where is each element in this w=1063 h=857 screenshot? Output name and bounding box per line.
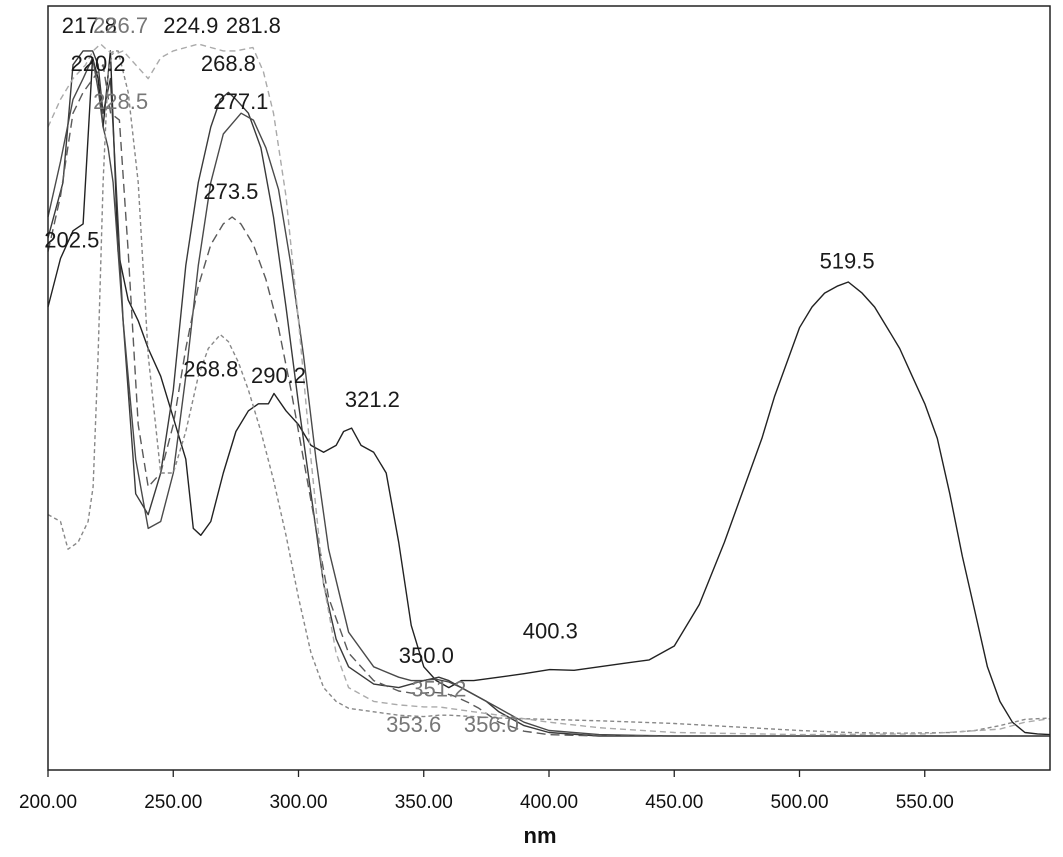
plot-frame	[47, 5, 1051, 771]
x-tick-label: 550.00	[896, 792, 954, 813]
peak-label: 519.5	[820, 248, 875, 273]
peak-label: 228.5	[93, 89, 148, 114]
peak-label: 400.3	[523, 619, 578, 644]
series-line-3	[47, 57, 1050, 737]
series-line-1	[47, 50, 1051, 736]
peak-label: 351.2	[411, 677, 466, 702]
spectra-lines	[47, 43, 1051, 737]
series-line-2	[47, 50, 1050, 737]
series-line-5	[47, 50, 1051, 734]
peak-label: 202.5	[44, 228, 99, 253]
peak-label: 226.7	[93, 13, 148, 38]
peak-label: 290.2	[251, 363, 306, 388]
peak-label: 268.8	[201, 51, 256, 76]
peak-label: 273.5	[203, 179, 258, 204]
x-tick-label: 400.00	[520, 792, 578, 813]
peak-label: 224.9	[163, 13, 218, 38]
x-tick-label: 200.00	[19, 792, 77, 813]
series-line-6	[47, 43, 1051, 736]
series-line-4	[47, 64, 1050, 737]
x-tick-label: 250.00	[144, 792, 202, 813]
x-tick-label: 450.00	[645, 792, 703, 813]
peak-label: 353.6	[386, 712, 441, 737]
x-axis-title: nm	[524, 823, 557, 848]
peak-label: 356.0	[464, 712, 519, 737]
peak-label: 220.2	[71, 51, 126, 76]
peak-label: 350.0	[399, 643, 454, 668]
x-axis: 200.00 250.00 300.00 350.00 400.00 450.00 500.…	[19, 770, 954, 813]
x-tick-label: 500.00	[770, 792, 828, 813]
peak-label: 321.2	[345, 387, 400, 412]
peak-label: 277.1	[213, 89, 268, 114]
peak-label: 281.8	[226, 13, 281, 38]
x-tick-label: 300.00	[269, 792, 327, 813]
peak-label: 217.8	[62, 13, 117, 38]
x-tick-label: 350.00	[395, 792, 453, 813]
peak-label: 268.8	[183, 356, 238, 381]
